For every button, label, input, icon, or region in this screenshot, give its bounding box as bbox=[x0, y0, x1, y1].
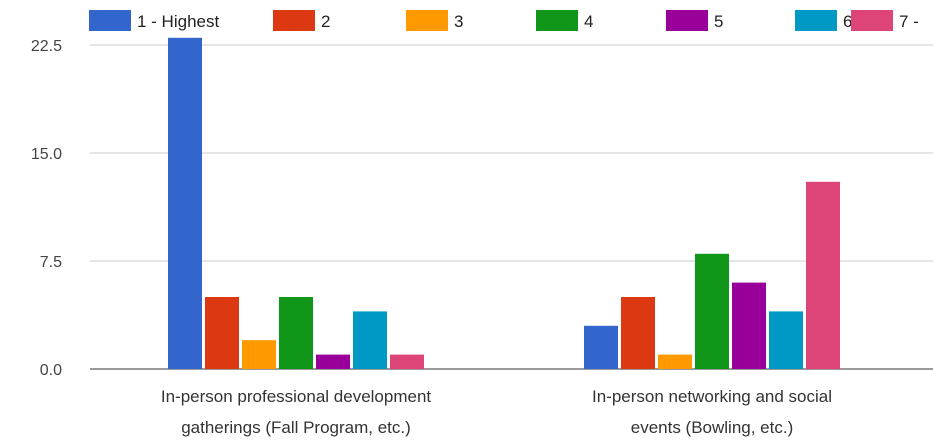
category-labels: In-person professional development gather… bbox=[161, 387, 832, 437]
bar[interactable] bbox=[316, 354, 350, 369]
legend-swatch bbox=[536, 10, 578, 31]
legend-label: 6 bbox=[843, 12, 852, 31]
x-category-label: events (Bowling, etc.) bbox=[631, 418, 794, 437]
legend-swatch bbox=[273, 10, 315, 31]
x-category-label: In-person professional development bbox=[161, 387, 432, 406]
bar[interactable] bbox=[769, 311, 803, 369]
legend-swatch bbox=[795, 10, 837, 31]
legend-item[interactable]: 6 bbox=[795, 10, 852, 31]
y-tick-label: 22.5 bbox=[31, 38, 62, 55]
bar[interactable] bbox=[658, 354, 692, 369]
bar[interactable] bbox=[621, 297, 655, 369]
bar[interactable] bbox=[695, 253, 729, 369]
legend[interactable]: 1 - Highest 2 3 4 5 6 7 - bbox=[89, 10, 919, 31]
legend-swatch bbox=[89, 10, 131, 31]
bar[interactable] bbox=[205, 297, 239, 369]
legend-label: 7 - bbox=[899, 12, 919, 31]
legend-label: 4 bbox=[584, 12, 593, 31]
x-category-label: gatherings (Fall Program, etc.) bbox=[181, 418, 411, 437]
bar[interactable] bbox=[242, 340, 276, 369]
legend-item[interactable]: 1 - Highest bbox=[89, 10, 219, 31]
y-tick-label: 15.0 bbox=[31, 146, 62, 163]
bar[interactable] bbox=[353, 311, 387, 369]
bar[interactable] bbox=[168, 37, 202, 370]
legend-label: 2 bbox=[321, 12, 330, 31]
bar[interactable] bbox=[390, 354, 424, 369]
bar[interactable] bbox=[806, 181, 840, 369]
legend-swatch bbox=[666, 10, 708, 31]
legend-item[interactable]: 2 bbox=[273, 10, 330, 31]
legend-item[interactable]: 7 - bbox=[851, 10, 919, 31]
legend-label: 5 bbox=[714, 12, 723, 31]
y-tick-label: 0.0 bbox=[40, 362, 62, 379]
bars bbox=[168, 37, 840, 370]
legend-swatch bbox=[851, 10, 893, 31]
legend-item[interactable]: 4 bbox=[536, 10, 593, 31]
legend-label: 1 - Highest bbox=[137, 12, 219, 31]
legend-item[interactable]: 3 bbox=[406, 10, 463, 31]
bar[interactable] bbox=[732, 282, 766, 369]
legend-item[interactable]: 5 bbox=[666, 10, 723, 31]
legend-label: 3 bbox=[454, 12, 463, 31]
bar[interactable] bbox=[584, 325, 618, 369]
y-tick-label: 7.5 bbox=[40, 254, 62, 271]
y-axis-ticks: 0.0 7.5 15.0 22.5 bbox=[31, 38, 62, 379]
bar[interactable] bbox=[279, 297, 313, 369]
x-category-label: In-person networking and social bbox=[592, 387, 832, 406]
legend-swatch bbox=[406, 10, 448, 31]
